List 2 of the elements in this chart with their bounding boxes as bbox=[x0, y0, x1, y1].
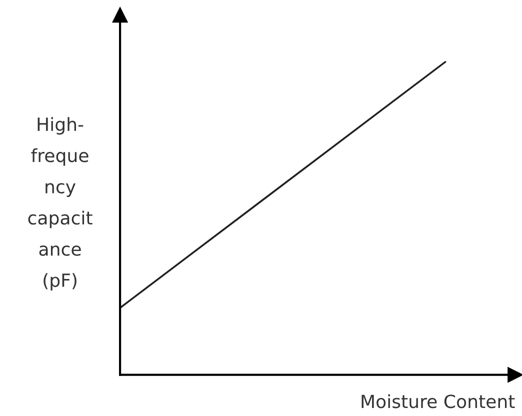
x-axis-title: Moisture Content bbox=[362, 394, 515, 408]
y-axis-title: High- freque ncy capacit ance (pF) bbox=[28, 117, 92, 291]
